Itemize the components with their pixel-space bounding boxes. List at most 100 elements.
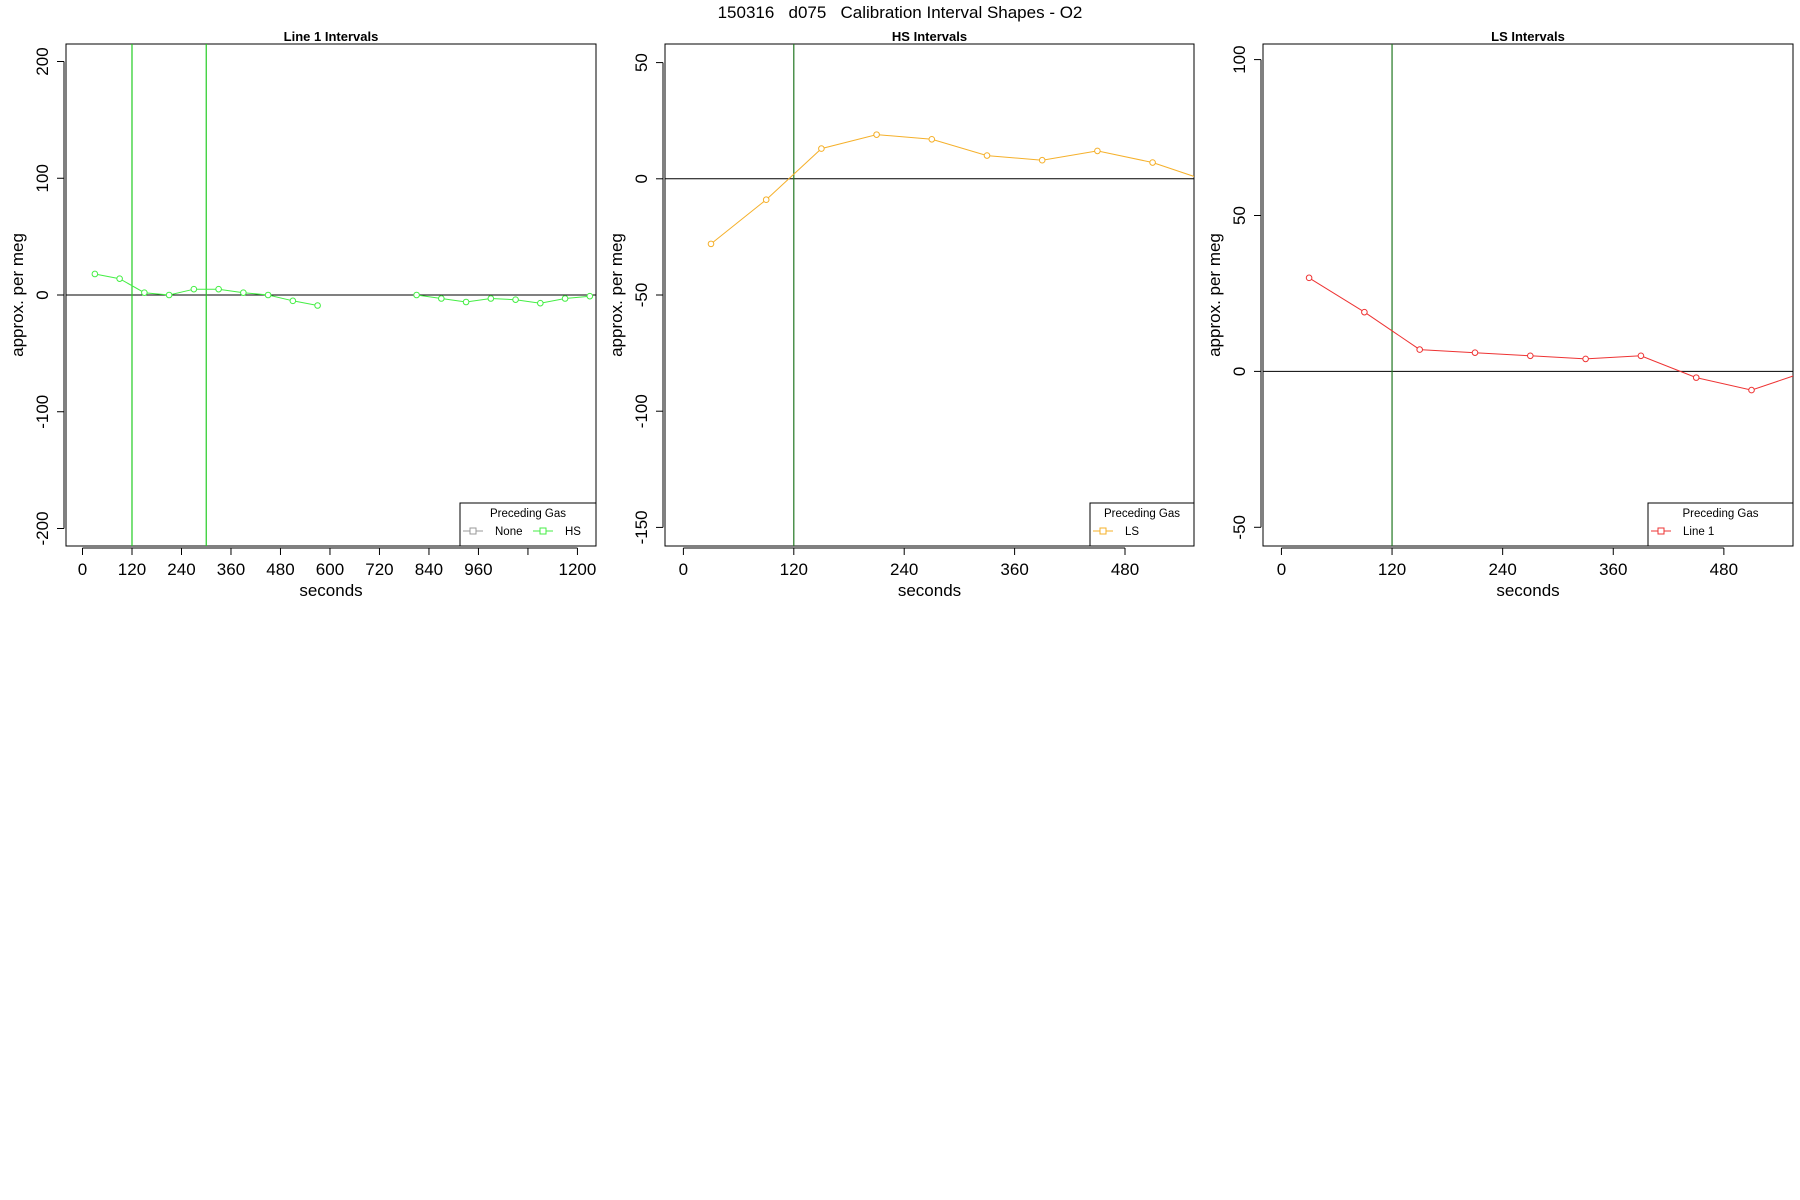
data-point — [762, 196, 770, 204]
legend-box — [1647, 502, 1794, 547]
x-tick-label: 360 — [1000, 560, 1028, 579]
y-tick-label: -50 — [632, 283, 651, 308]
y-tick-label: 0 — [33, 290, 52, 299]
data-point — [1094, 147, 1101, 155]
panel-1: Line 1 Intervals 0 120 240 360 480 600 720 840 96… — [8, 29, 597, 600]
data-point — [1305, 274, 1313, 282]
x-tick-label: 240 — [167, 560, 195, 579]
y-tick-label: 100 — [33, 164, 52, 192]
y-tick-label: 50 — [1230, 206, 1249, 225]
data-point — [1527, 352, 1534, 360]
x-tick-label: 480 — [1111, 560, 1139, 579]
legend-title: Preceding Gas — [1104, 508, 1180, 520]
data-point — [190, 285, 198, 293]
data-point — [1692, 374, 1700, 381]
data-point — [116, 275, 123, 282]
y-tick-label: -200 — [33, 511, 52, 545]
y-axis-label: approx. per meg — [8, 233, 27, 357]
data-point — [314, 302, 321, 309]
data-point — [707, 240, 715, 248]
data-point — [512, 296, 519, 303]
legend-label: LS — [1125, 526, 1139, 538]
x-axis-label: seconds — [898, 581, 961, 600]
series-line — [710, 134, 1194, 245]
data-point — [264, 291, 272, 299]
legend-swatch-marker — [539, 527, 547, 535]
data-point — [586, 292, 594, 300]
x-tick-label: 720 — [365, 560, 393, 579]
data-point — [289, 297, 297, 305]
legend-title: Preceding Gas — [1682, 508, 1758, 520]
data-point — [91, 270, 99, 278]
x-tick-label: 0 — [1277, 560, 1286, 579]
data-point — [165, 291, 173, 299]
series-group — [1305, 274, 1793, 394]
series-group — [91, 270, 594, 309]
x-tick-label: 840 — [415, 560, 443, 579]
data-point — [438, 295, 445, 302]
legend-title: Preceding Gas — [490, 508, 566, 520]
x-tick-label: 0 — [78, 560, 87, 579]
legend-swatch-marker — [1099, 527, 1107, 535]
y-axis-label: approx. per meg — [607, 233, 626, 357]
x-tick-label: 360 — [217, 560, 245, 579]
data-point — [1205, 178, 1211, 184]
legend-box — [459, 502, 597, 547]
data-point — [818, 145, 825, 152]
data-point — [141, 289, 148, 296]
y-axis-label: approx. per meg — [1205, 233, 1224, 357]
plot-frame — [1262, 43, 1794, 547]
y-tick-label: -50 — [1230, 515, 1249, 540]
y-tick-label: 100 — [1230, 45, 1249, 73]
x-tick-label: 0 — [679, 560, 688, 579]
y-tick-label: 200 — [33, 47, 52, 75]
x-tick-label: 480 — [1710, 560, 1738, 579]
x-axis-label: seconds — [299, 581, 362, 600]
y-tick-label: 50 — [632, 53, 651, 72]
x-tick-label: 1200 — [559, 560, 597, 579]
x-tick-label: 120 — [780, 560, 808, 579]
series-line — [94, 273, 318, 306]
data-point — [983, 152, 991, 159]
data-point — [537, 299, 544, 307]
x-tick-label: 120 — [118, 560, 146, 579]
data-point — [413, 291, 420, 299]
series-group — [707, 131, 1211, 248]
data-point — [928, 135, 936, 143]
y-tick-label: -100 — [33, 395, 52, 429]
data-point — [487, 295, 495, 302]
main-title: 150316 d075 Calibration Interval Shapes … — [718, 3, 1083, 22]
x-tick-label: 480 — [266, 560, 294, 579]
panel-title: HS Intervals — [892, 29, 967, 44]
panel-3: LS Intervals 0 120 240 360 480 -50 0 50 100 second… — [1205, 29, 1794, 600]
x-axis-label: seconds — [1496, 581, 1559, 600]
data-point — [1038, 156, 1046, 164]
panels: Line 1 Intervals 0 120 240 360 480 600 720 840 96… — [8, 29, 1794, 600]
data-point — [240, 289, 247, 296]
y-tick-label: 0 — [1230, 367, 1249, 376]
series-line — [416, 294, 590, 304]
x-tick-label: 960 — [464, 560, 492, 579]
legend-label: HS — [565, 526, 581, 538]
x-tick-label: 120 — [1378, 560, 1406, 579]
data-point — [1361, 308, 1368, 316]
data-point — [1748, 386, 1755, 394]
y-tick-label: -150 — [632, 510, 651, 544]
plot-frame — [664, 43, 1195, 547]
x-tick-label: 360 — [1599, 560, 1627, 579]
series-line — [1308, 277, 1793, 391]
panel-2: HS Intervals 0 120 240 360 480 -150 -100 -50 0 50 s… — [607, 29, 1211, 600]
legend-swatch-marker — [1657, 527, 1665, 535]
panel-title: Line 1 Intervals — [284, 29, 379, 44]
panel-title: LS Intervals — [1491, 29, 1565, 44]
data-point — [1149, 159, 1156, 166]
data-point — [873, 131, 880, 138]
legend-box — [1089, 502, 1195, 547]
x-tick-label: 240 — [890, 560, 918, 579]
legend-label: Line 1 — [1683, 526, 1714, 538]
data-point — [462, 298, 470, 306]
legend: Preceding Gas LS — [1089, 502, 1195, 547]
x-tick-label: 600 — [316, 560, 344, 579]
y-tick-label: 0 — [632, 174, 651, 183]
